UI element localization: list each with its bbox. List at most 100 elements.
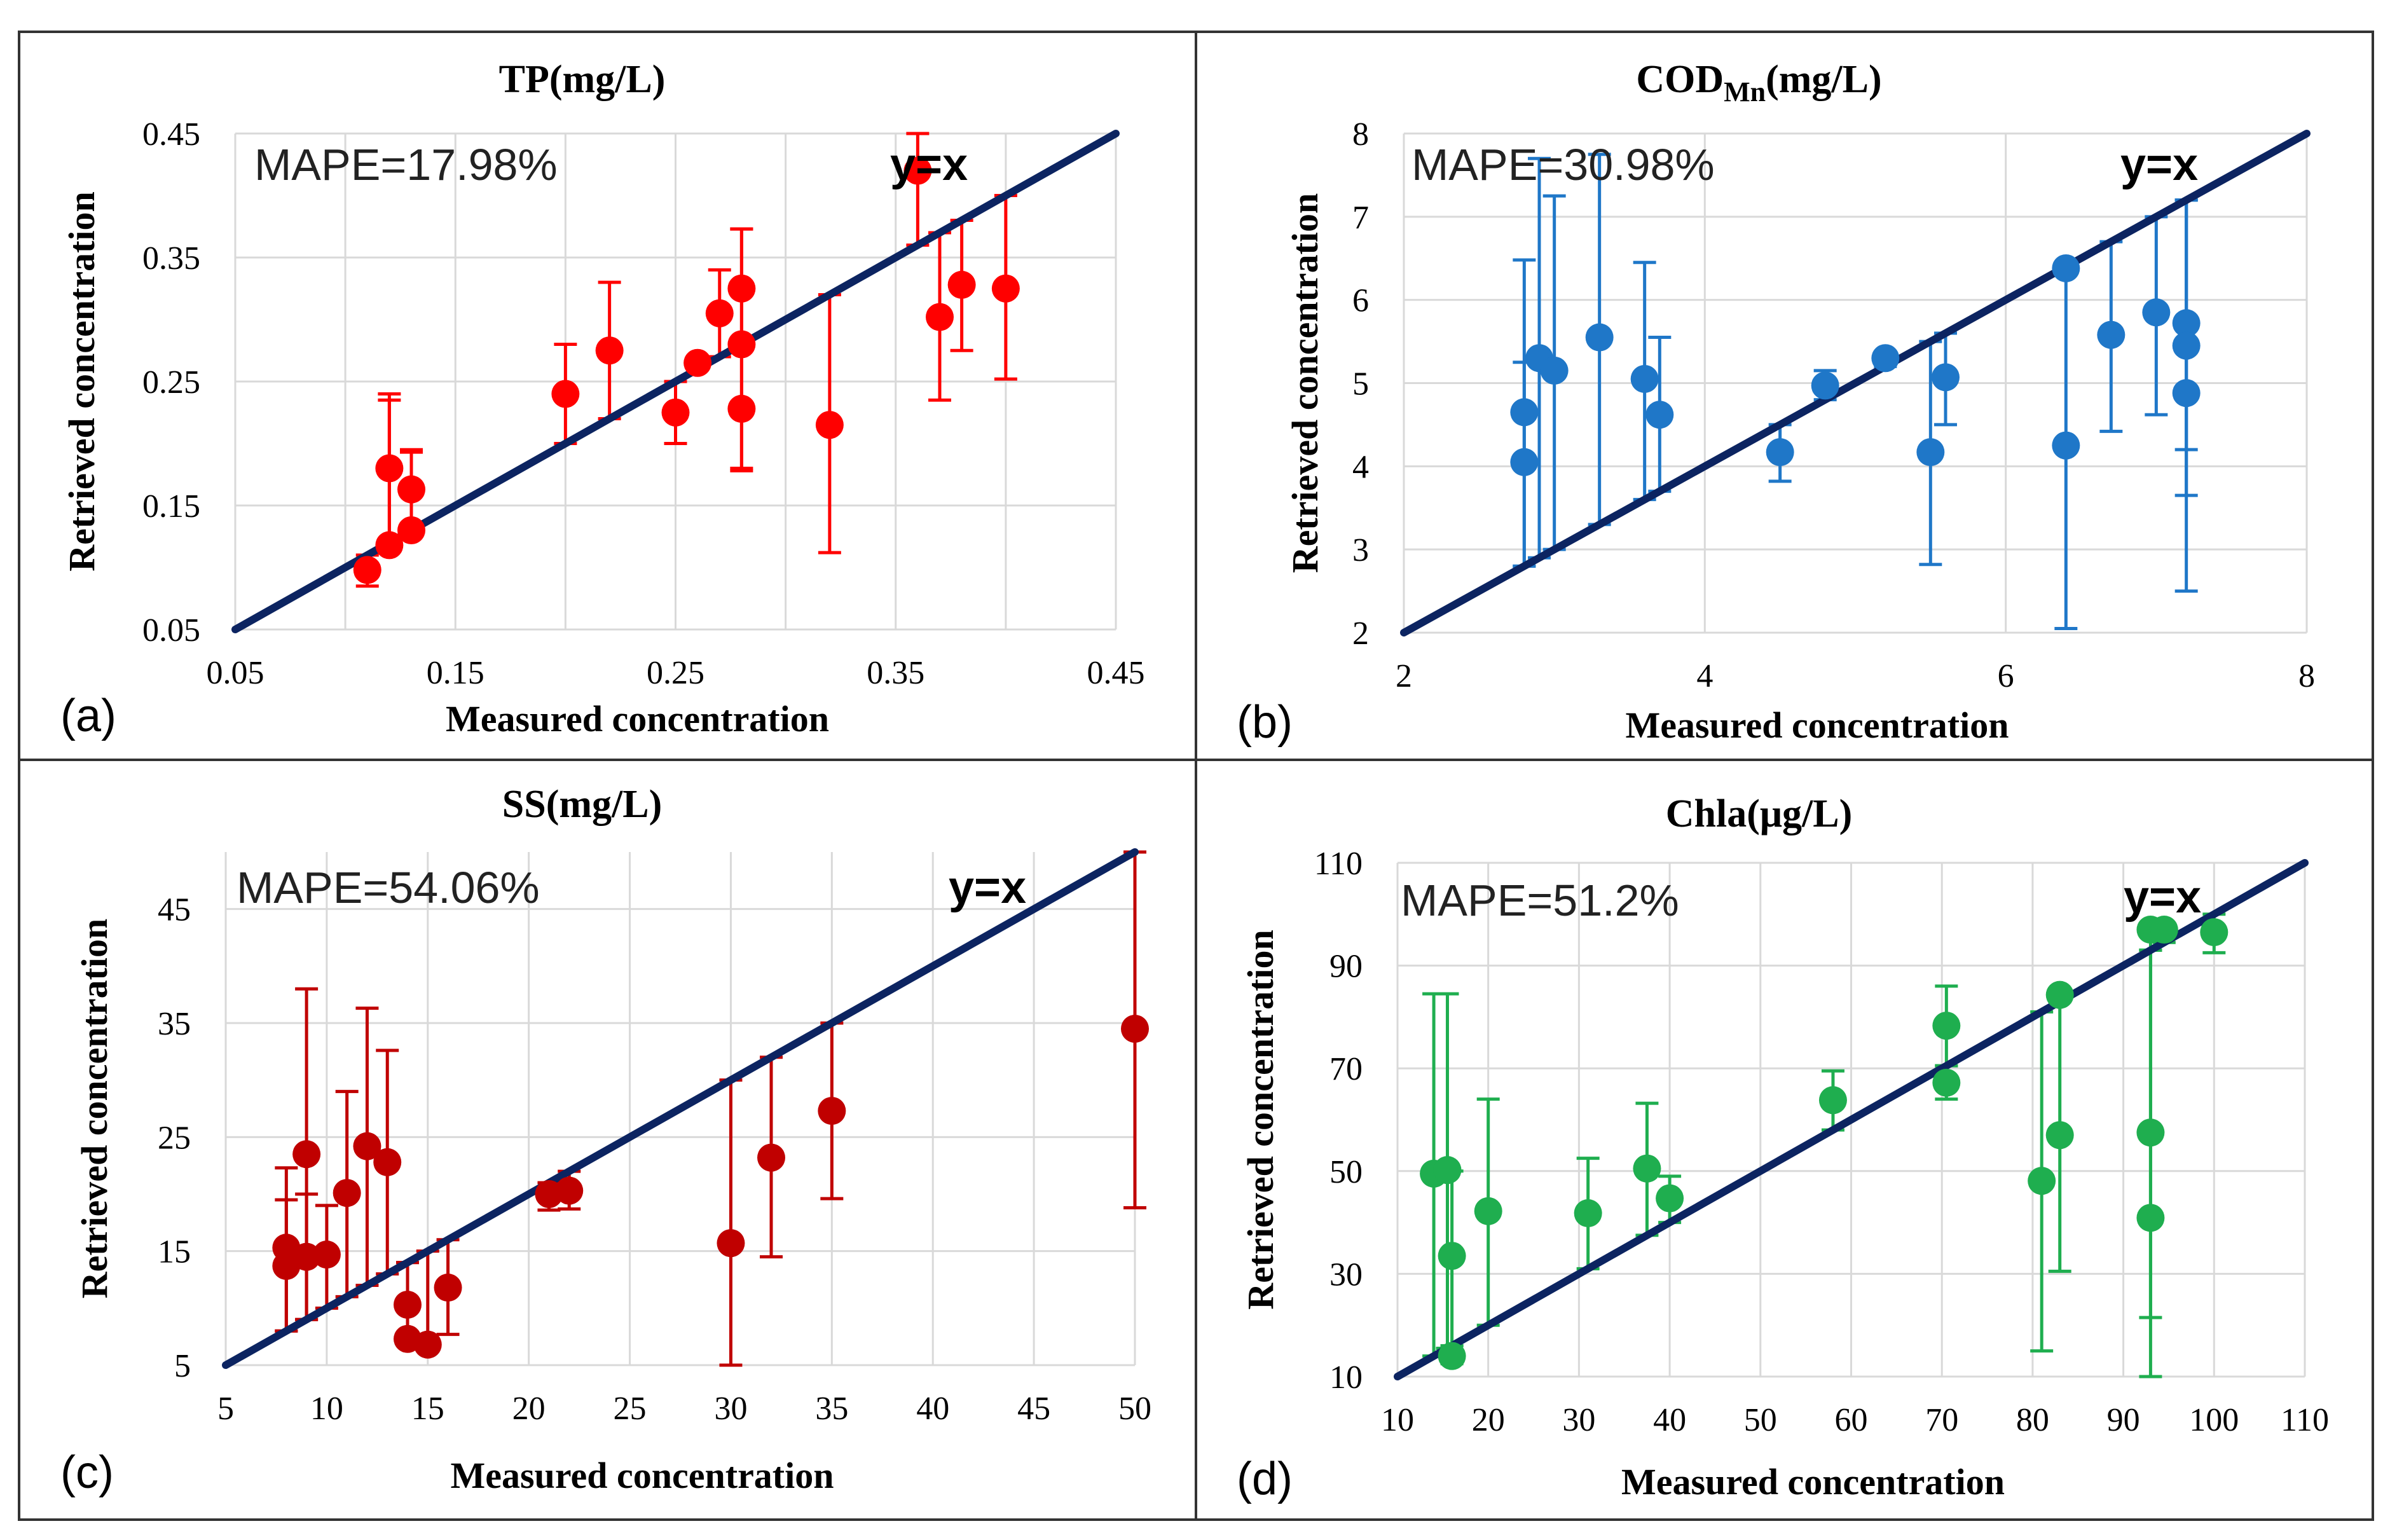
data-point — [1916, 438, 1945, 467]
reference-line-label: y=x — [2120, 139, 2198, 190]
y-tick-label: 110 — [1314, 846, 1363, 882]
panel-title: TP(mg/L) — [499, 58, 666, 101]
data-point — [1433, 1156, 1462, 1185]
data-point — [1574, 1199, 1602, 1228]
panel-title: SS(mg/L) — [502, 783, 662, 826]
data-point — [312, 1241, 341, 1269]
data-point — [2052, 431, 2080, 460]
panel-label: (d) — [1237, 1454, 1293, 1504]
y-tick-label: 8 — [1352, 116, 1369, 153]
y-tick-label: 2 — [1352, 615, 1369, 652]
data-point — [991, 274, 1020, 303]
x-tick-label: 10 — [1381, 1402, 1414, 1438]
data-point — [2150, 916, 2178, 944]
data-point — [727, 330, 756, 359]
data-point — [397, 475, 425, 504]
data-point — [2097, 320, 2126, 349]
panel-label: (c) — [60, 1447, 114, 1498]
x-tick-label: 4 — [1696, 658, 1713, 694]
data-point — [1510, 398, 1539, 427]
panel-codmn: 2 4 6 8 2 3 4 5 6 7 8 CODMn(mg/L) MAPE=30.98% y=x… — [1195, 31, 2374, 761]
data-point — [1932, 1068, 1961, 1097]
data-point — [1932, 363, 1960, 392]
x-tick-label: 30 — [1562, 1402, 1595, 1438]
data-point — [1540, 356, 1569, 385]
data-point — [2028, 1167, 2056, 1195]
panel-chla: 10 20 30 40 50 60 70 80 90 100 110 10 30 50 70 90 110 C… — [1195, 759, 2374, 1521]
data-point — [1633, 1154, 1661, 1183]
reference-line-y-equals-x — [1394, 859, 2309, 1380]
x-tick-label: 35 — [815, 1391, 848, 1427]
y-axis-label: Retrieved concentration — [74, 919, 115, 1299]
y-tick-label: 50 — [1329, 1154, 1363, 1190]
data-point — [1871, 344, 1900, 373]
data-point — [2136, 1204, 2165, 1232]
x-tick-labels: 0.05 0.15 0.25 0.35 0.45 — [207, 655, 1145, 691]
mape-annotation: MAPE=30.98% — [1411, 140, 1715, 189]
data-point — [373, 1148, 402, 1176]
x-tick-labels: 5 10 15 20 25 30 35 40 45 50 — [217, 1391, 1151, 1427]
data-point — [903, 156, 932, 185]
x-tick-label: 70 — [1925, 1402, 1958, 1438]
data-point — [292, 1140, 321, 1169]
x-tick-label: 2 — [1396, 658, 1412, 694]
data-point — [1585, 323, 1614, 352]
y-tick-label: 0.05 — [142, 612, 200, 649]
data-point — [1630, 364, 1659, 393]
x-axis-label: Measured concentration — [1621, 1461, 2005, 1502]
y-axis-label: Retrieved concentration — [1284, 193, 1326, 574]
data-point — [1438, 1242, 1466, 1270]
y-tick-label: 0.45 — [142, 116, 200, 153]
data-point — [394, 1290, 422, 1319]
x-tick-label: 5 — [217, 1391, 234, 1427]
y-tick-label: 0.25 — [142, 364, 200, 401]
data-point — [727, 274, 756, 303]
x-tick-label: 0.45 — [1087, 655, 1145, 691]
data-point — [1656, 1184, 1684, 1213]
x-tick-label: 0.05 — [207, 655, 264, 691]
data-point — [818, 1097, 846, 1125]
data-point — [1818, 1086, 1847, 1115]
reference-line-y-equals-x — [1400, 130, 2311, 636]
data-point — [815, 411, 844, 439]
data-point — [353, 556, 381, 584]
x-tick-label: 25 — [614, 1391, 647, 1427]
x-tick-label: 6 — [1998, 658, 2014, 694]
data-point — [555, 1176, 584, 1205]
data-point — [926, 303, 954, 331]
data-point — [333, 1179, 361, 1207]
panel-label: (a) — [60, 691, 116, 741]
y-axis-label: Retrieved concentration — [61, 191, 102, 572]
data-point — [1932, 1012, 1961, 1040]
data-point — [2142, 298, 2171, 327]
data-point — [375, 531, 404, 560]
data-point — [683, 348, 712, 377]
x-tick-labels: 10 20 30 40 50 60 70 80 90 100 110 — [1381, 1402, 2329, 1438]
panel-tp: 0.05 0.15 0.25 0.35 0.45 0.05 0.15 0.25 0.35 0.4… — [18, 31, 1197, 761]
y-tick-labels: 2 3 4 5 6 7 8 — [1352, 116, 1369, 652]
x-tick-label: 50 — [1118, 1391, 1151, 1427]
data-point — [2045, 1121, 2074, 1150]
data-point — [595, 336, 624, 365]
y-tick-labels: 5 15 25 35 45 — [158, 892, 191, 1384]
reference-line-label: y=x — [2124, 872, 2201, 923]
data-point — [551, 380, 580, 408]
y-tick-label: 15 — [158, 1234, 191, 1270]
x-axis-label: Measured concentration — [1626, 705, 2009, 746]
reference-line-y-equals-x — [222, 848, 1139, 1369]
data-point — [2172, 331, 2201, 360]
y-tick-label: 0.15 — [142, 488, 200, 525]
data-points — [353, 156, 1020, 584]
x-tick-label: 60 — [1835, 1402, 1868, 1438]
reference-line-label: y=x — [949, 862, 1026, 913]
data-point — [1811, 371, 1839, 400]
data-point — [375, 454, 404, 483]
x-tick-label: 15 — [411, 1391, 444, 1427]
data-point — [434, 1274, 462, 1302]
data-point — [2045, 980, 2074, 1009]
y-tick-label: 35 — [158, 1006, 191, 1042]
grid — [234, 132, 1117, 631]
mape-annotation: MAPE=17.98% — [254, 140, 558, 189]
y-tick-label: 10 — [1329, 1359, 1363, 1396]
